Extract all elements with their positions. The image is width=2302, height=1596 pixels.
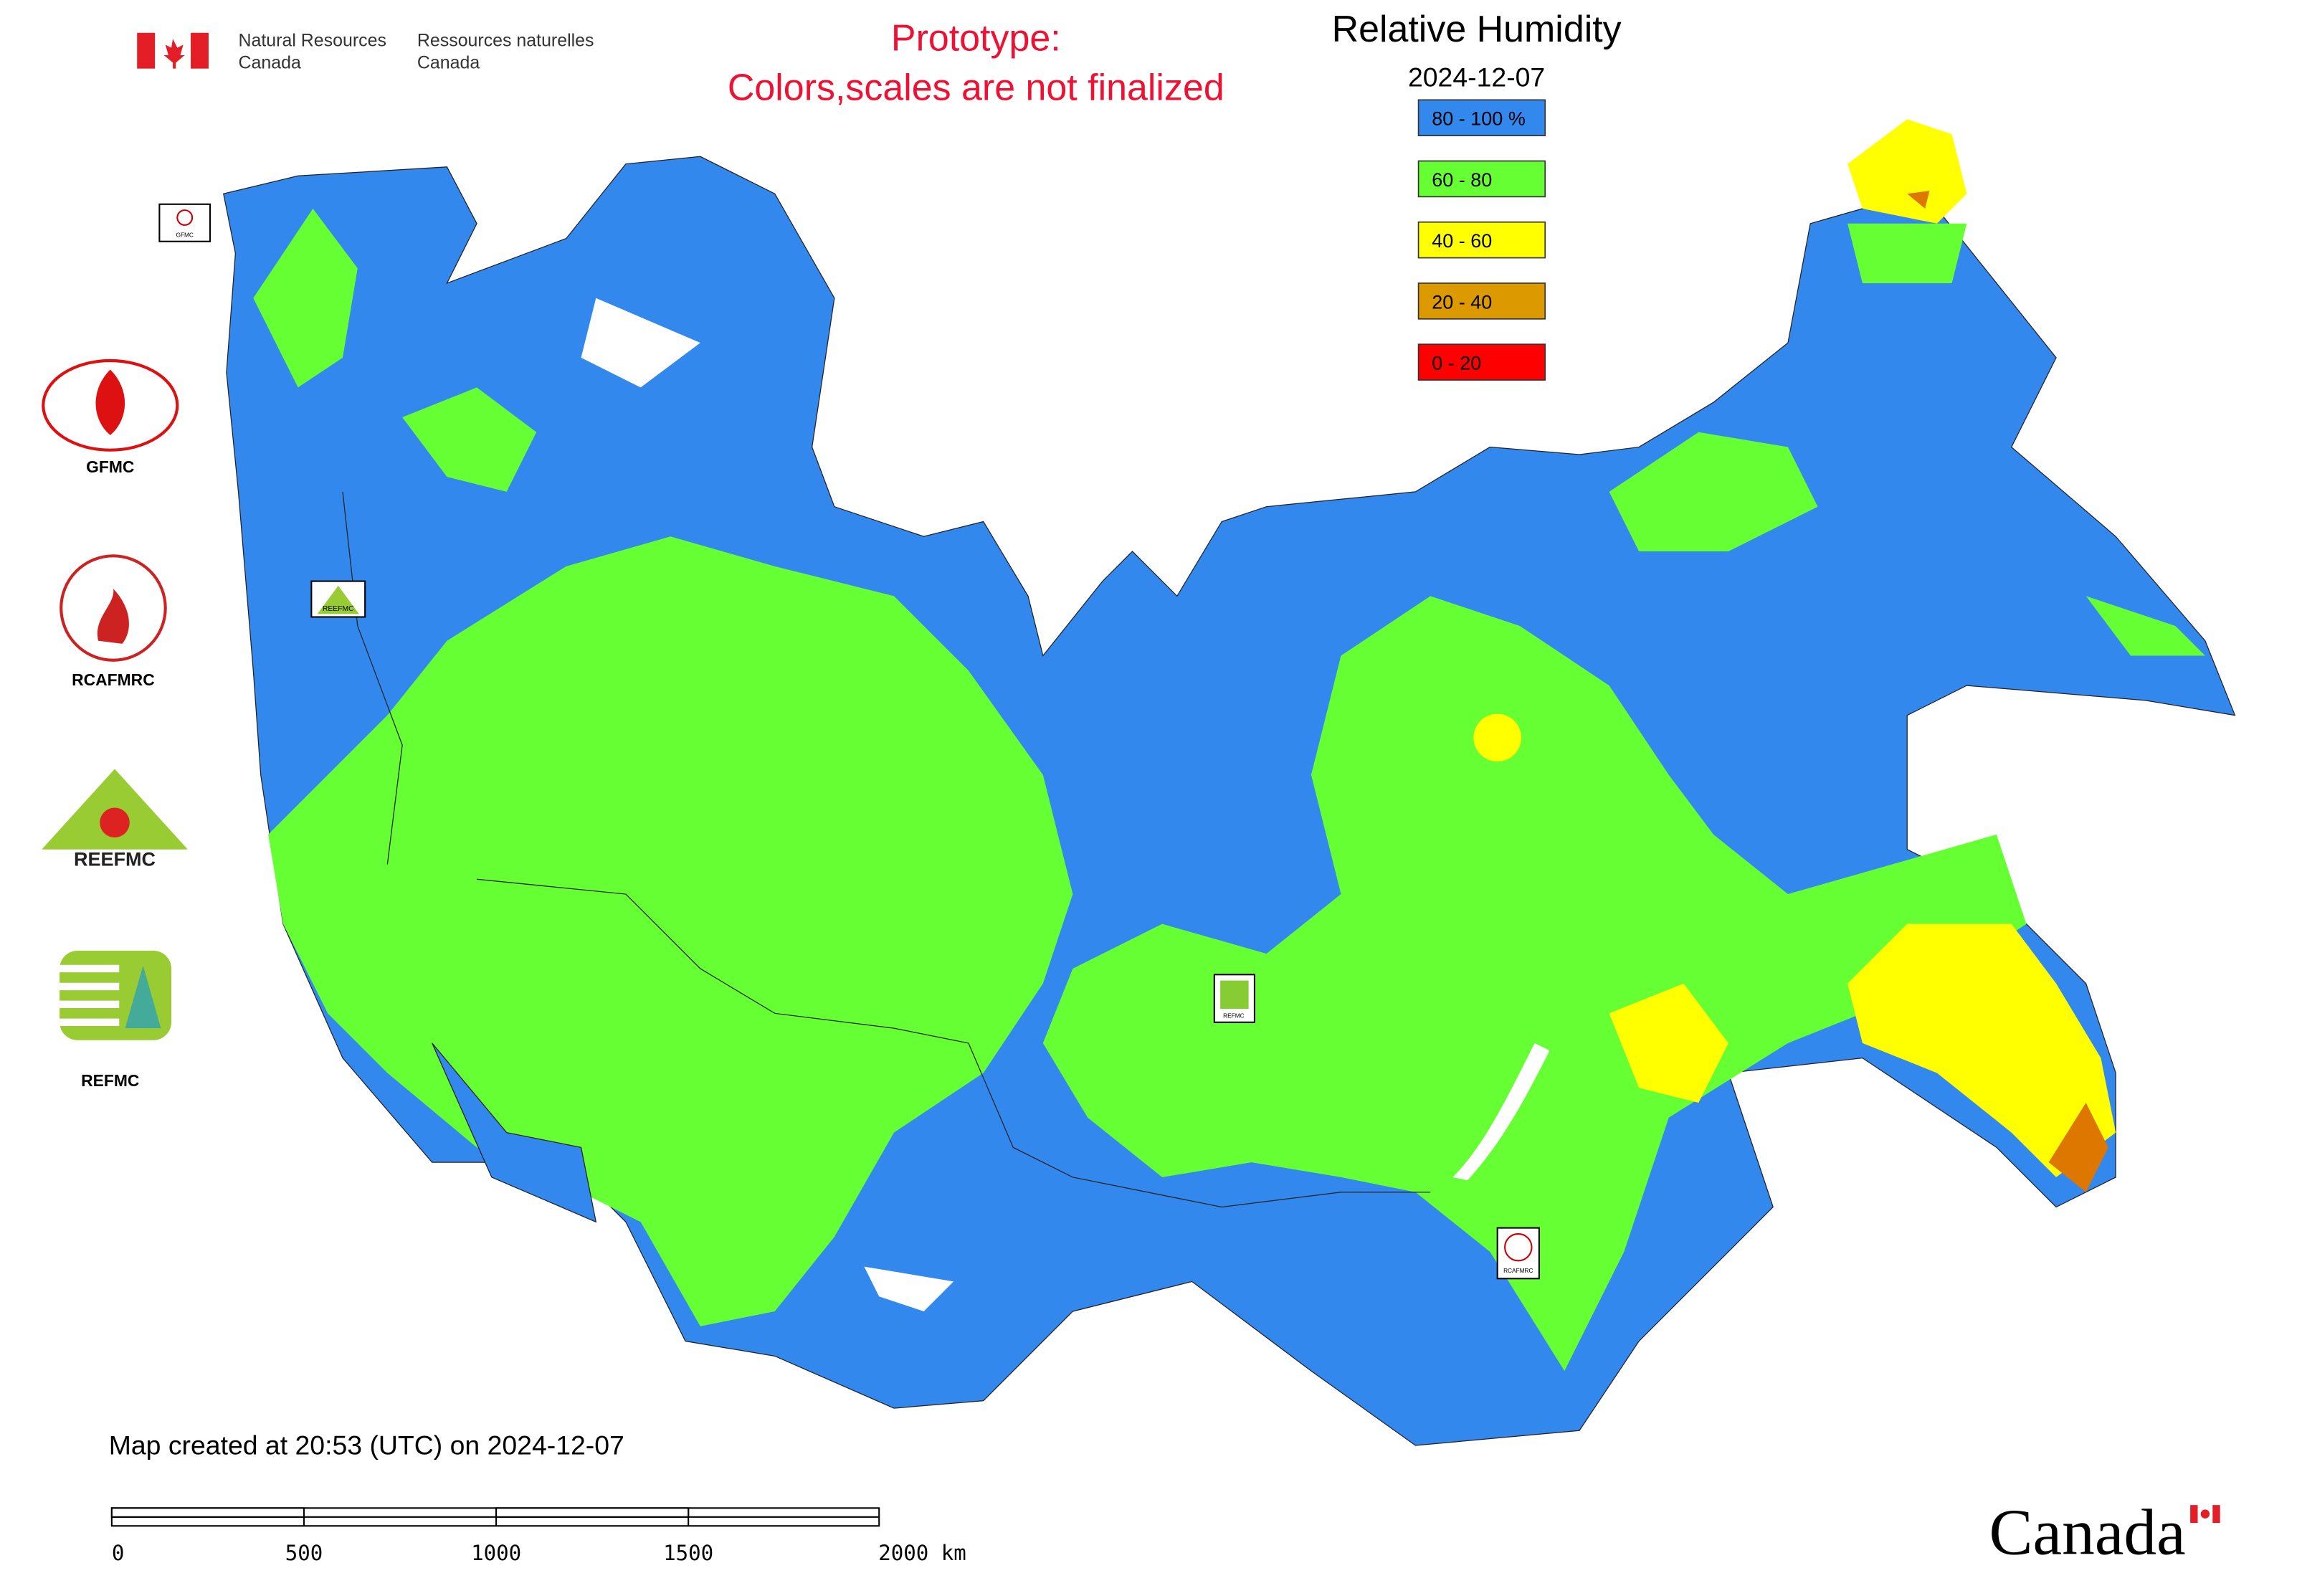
department-en: Natural Resources [239,30,386,50]
prototype-notice: Prototype: [891,18,1061,60]
land-dry [1609,119,2116,1177]
map-title: Relative Humidity [1332,9,1622,50]
legend-label: 80 - 100 % [1432,108,1526,130]
marker-icon [176,209,194,226]
department-fr: Ressources naturelles [417,30,594,50]
legend-label: 20 - 40 [1432,291,1492,313]
marker-label: RCAFMRC [1503,1267,1533,1274]
legend-swatch [1417,343,1546,381]
markers: GFMC REEFMC REFMC RCAFMRC [158,203,1540,1280]
border [476,878,1431,1208]
marker-label: REEFMC [323,605,354,613]
legend-swatch [1417,221,1546,259]
marker-box [1496,1227,1540,1280]
land-moderate [253,209,2205,656]
scale-label: 1000 [471,1541,521,1565]
legend-label: 40 - 60 [1432,230,1492,252]
marker-label: REFMC [1223,1012,1245,1020]
scale-label: 500 [285,1541,323,1565]
marker-icon [1504,1232,1533,1262]
land-moderate [268,536,1073,1326]
department-en: Canada [239,53,301,73]
border [342,491,403,865]
scale-label: 1500 [663,1541,713,1565]
header: Natural Resources Canada Ressources natu… [137,18,1224,108]
scale-labels: 0 500 1000 1500 2000 km [112,1541,966,1565]
department-fr: Canada [417,53,480,73]
canada-wordmark: Canada [1989,1496,2220,1569]
map-date: 2024-12-07 [1408,62,1545,92]
legend-swatch [1417,160,1546,198]
logo-label: REFMC [81,1071,139,1090]
land-dry [1473,713,1521,762]
scale-label: 2000 km [878,1541,966,1565]
land-humid [432,1042,597,1223]
legend-swatch [1417,99,1546,137]
scale-label: 0 [112,1541,125,1565]
marker-label: GFMC [176,232,193,239]
map [223,119,2236,1446]
legend-label: 60 - 80 [1432,169,1492,191]
lake [1452,1042,1550,1181]
logo-label: REEFMC [74,849,156,870]
prototype-notice: Colors,scales are not finalized [728,67,1224,108]
marker-icon [317,585,359,614]
legend: 80 - 100 % 60 - 80 40 - 60 20 - 40 0 - 20 [1417,99,1546,381]
legend-label: 0 - 20 [1432,352,1481,374]
marker-icon [1220,980,1249,1010]
logo-label: GFMC [86,457,134,476]
wordmark: Canada [1989,1496,2186,1569]
legend-swatch [1417,282,1546,320]
map-created: Map created at 20:53 (UTC) on 2024-12-07 [109,1430,624,1460]
land-moderate [1042,596,2027,1372]
logos: GFMC RCAFMRC REEFMC REFMC [42,358,188,1090]
logo-label: RCAFMRC [72,670,155,689]
scale-bar [110,1507,880,1527]
